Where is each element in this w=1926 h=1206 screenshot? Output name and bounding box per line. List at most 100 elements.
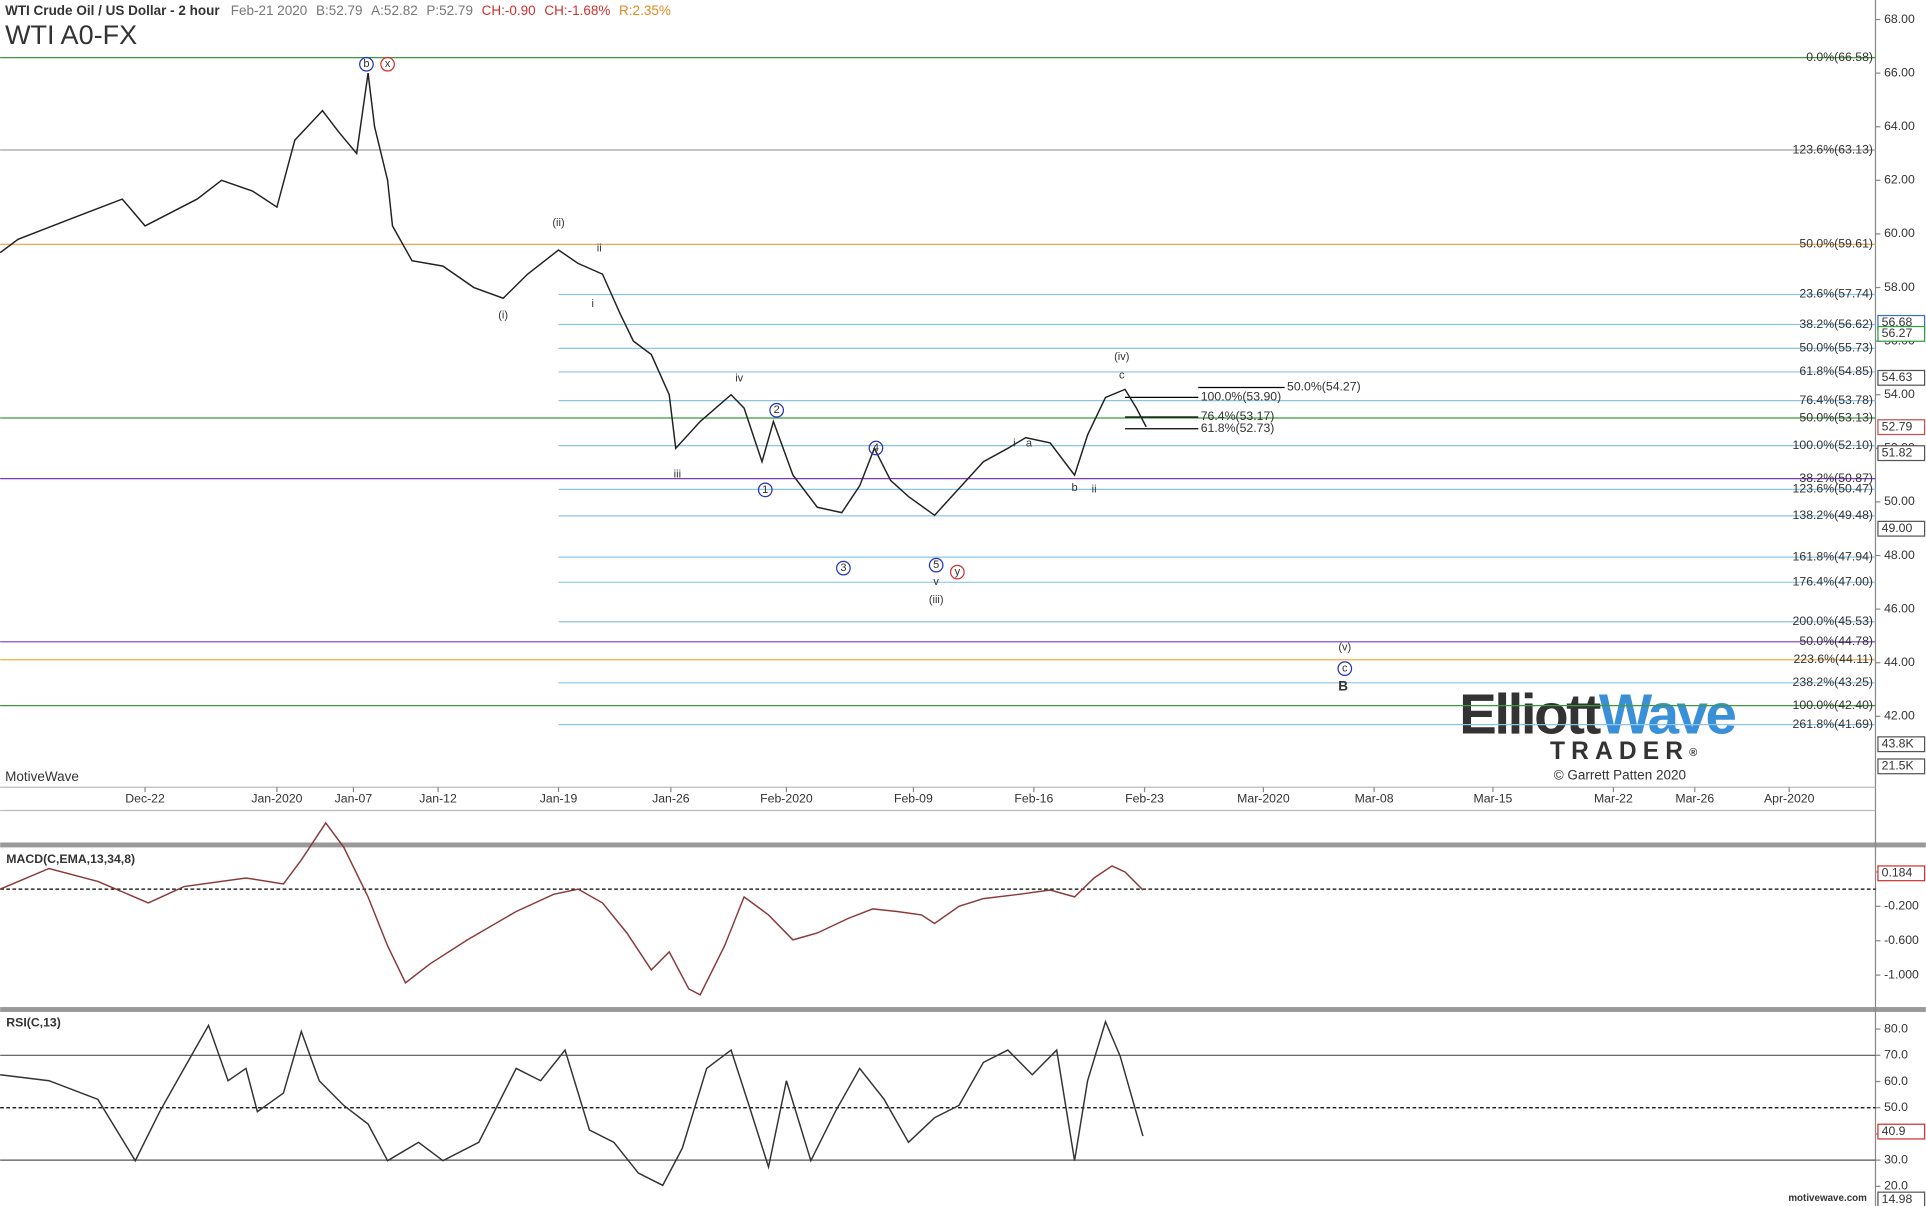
y-tick-label: 46.00 [1884,601,1915,615]
fib-label: 138.2%(49.48) [1793,508,1873,522]
last-price: P:52.79 [426,3,473,18]
wave-circle [359,56,374,72]
wave-label: v [933,576,939,588]
wave-label: (ii) [552,217,564,229]
fib-label: 176.4%(47.00) [1793,575,1873,589]
y-tick-label: 70.0 [1884,1048,1908,1062]
wave-label: B [1338,678,1348,693]
x-tick-label: Jan-19 [540,792,578,806]
wave-circle [928,557,944,573]
y-tick-label: 50.0 [1884,1100,1908,1114]
x-tick-label: Feb-23 [1125,792,1164,806]
x-tick-label: Mar-08 [1355,792,1394,806]
wave-circle [380,56,395,72]
fib-label: 0.0%(66.58) [1806,50,1873,64]
y-tick-label: 62.00 [1884,173,1915,187]
x-tick-label: Jan-07 [335,792,373,806]
fib-label: 261.8%(41.69) [1793,717,1873,731]
x-tick-label: Mar-26 [1675,792,1714,806]
fib-tool-label: 76.4%(53.17) [1201,409,1275,423]
logo-sub: TRADER® [1550,738,1703,765]
fib-label: 123.6%(63.13) [1793,142,1873,156]
wave-label: i [591,298,593,310]
wave-label: iii [674,469,681,481]
fib-label: 76.4%(53.78) [1799,393,1873,407]
wave-label: 1 [762,484,768,496]
x-tick-label: Dec-22 [125,792,165,806]
x-tick-label: Feb-2020 [760,792,813,806]
wave-label: (iv) [1114,351,1129,363]
fib-tool-label: 100.0%(53.90) [1201,390,1281,404]
y-tick-label: 50.00 [1884,494,1915,508]
panel-title: RSI(C,13) [6,1015,61,1029]
wave-label: 3 [840,562,846,574]
volume-marker [1877,736,1926,753]
wave-label: b [363,58,369,70]
fib-label: 23.6%(57.74) [1799,287,1873,301]
fib-label: 223.6%(44.11) [1793,652,1873,666]
wave-label: 5 [933,559,939,571]
y-tick-label: 60.00 [1884,226,1915,240]
axis-marker-label: 56.68 [1882,315,1913,329]
logo-sub-text: TRADER [1550,738,1689,765]
fib-label: 50.0%(55.73) [1799,341,1873,355]
quote-date: Feb-21 2020 [231,3,308,18]
wave-label: a [1026,438,1033,450]
change: CH:-0.90 [482,3,536,18]
axis-marker-label: 56.27 [1882,326,1913,340]
fib-label: 50.0%(59.61) [1799,237,1873,251]
wave-label: i [1013,438,1015,450]
fib-label: 38.2%(50.87) [1799,471,1873,485]
wave-circle [868,440,884,456]
wave-label: y [955,566,961,578]
logo: ElliottWave [1459,682,1735,745]
x-tick-label: Mar-15 [1474,792,1513,806]
wave-circle [836,560,851,576]
wave-label: ii [597,242,602,254]
wave-circle [949,564,965,580]
wave-label: (iii) [929,594,944,606]
series-line [0,821,1144,996]
wave-label: iv [735,372,743,384]
logo-part: Elliott [1459,682,1601,745]
axis-marker-label: 49.00 [1882,521,1913,535]
wave-circle [1337,661,1353,676]
wave-circle [769,402,785,418]
wave-label: b [1071,482,1077,494]
axis-marker-label: 14.98 [1882,1192,1913,1206]
axis-marker [1877,445,1926,462]
fib-tool-label: 50.0%(54.27) [1287,380,1361,394]
fib-tool-label: 61.8%(52.73) [1201,421,1275,435]
y-tick-label: -0.600 [1884,933,1919,947]
axis-marker [1877,1191,1926,1206]
y-tick-label: 54.00 [1884,387,1915,401]
axis-marker [1877,369,1926,386]
axis-marker-label: 0.184 [1882,866,1913,880]
copyright: © Garrett Patten 2020 [1554,768,1686,783]
x-tick-label: Feb-16 [1014,792,1053,806]
y-tick-label: 80.0 [1884,1021,1908,1035]
ask: A:52.82 [371,3,418,18]
fib-label: 61.8%(54.85) [1799,364,1873,378]
x-tick-label: Jan-2020 [251,792,302,806]
chart-title: WTI A0-FX [5,20,137,50]
y-tick-label: 44.00 [1884,655,1915,669]
x-tick-label: Mar-22 [1594,792,1633,806]
panel-divider [0,1007,1926,1012]
y-tick-label: 64.00 [1884,119,1915,133]
y-tick-label: 48.00 [1884,548,1915,562]
platform-watermark: MotiveWave [5,769,79,784]
wave-label: 4 [873,442,879,454]
wave-label: x [385,58,391,70]
x-tick-label: Apr-2020 [1764,792,1815,806]
fib-label: 50.0%(53.13) [1799,410,1873,424]
axis-marker-label: 52.79 [1882,419,1913,433]
fib-label: 100.0%(52.10) [1793,438,1873,452]
volume-label: 43.8K [1882,736,1915,750]
fib-label: 100.0%(42.40) [1793,698,1873,712]
wave-label: ii [1092,484,1097,496]
x-tick-label: Jan-26 [652,792,690,806]
wave-label: c [1119,369,1125,381]
